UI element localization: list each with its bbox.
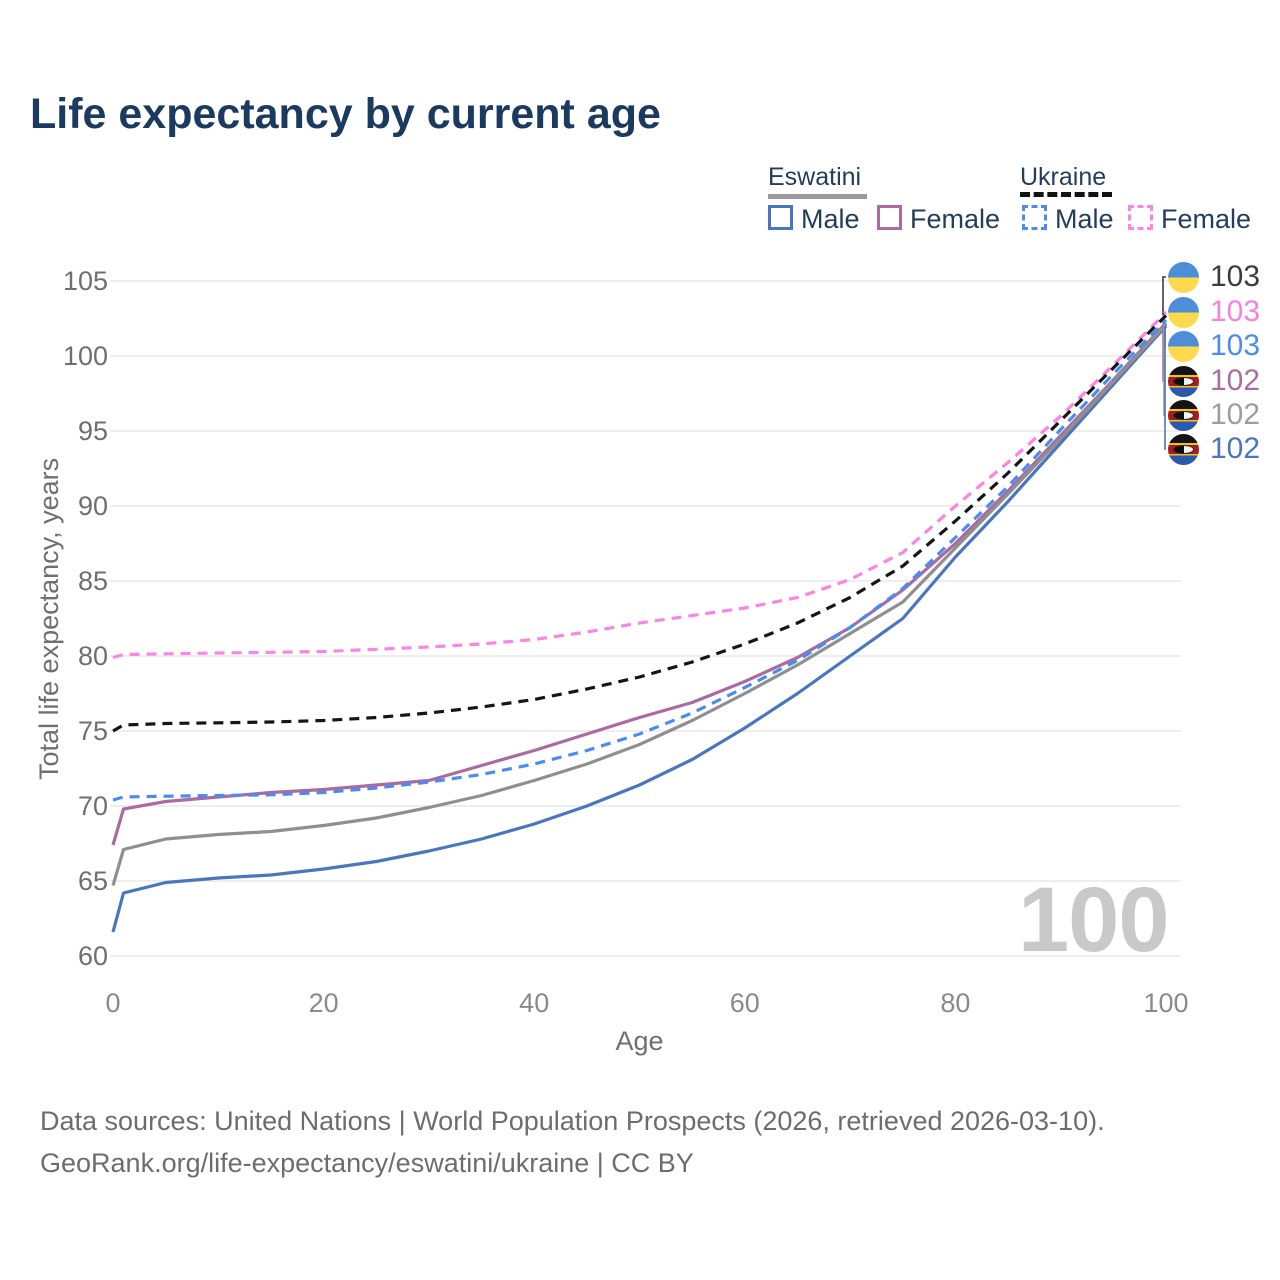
legend-swatch-eswatini-male[interactable] — [768, 205, 793, 230]
end-value: 102 — [1210, 432, 1261, 465]
svg-text:0: 0 — [105, 988, 120, 1018]
eswatini-flag-icon — [1168, 399, 1199, 431]
series-line-eswatini-female[interactable] — [111, 321, 1168, 846]
attribution-line[interactable]: GeoRank.org/life-expectancy/eswatini/ukr… — [40, 1148, 694, 1178]
legend-label-eswatini-male[interactable]: Male — [801, 204, 860, 234]
ukraine-line-swatch — [1020, 192, 1112, 197]
legend-label-ukraine-female[interactable]: Female — [1161, 204, 1252, 234]
svg-text:60: 60 — [730, 988, 760, 1018]
series-line-eswatini-male[interactable] — [111, 324, 1168, 933]
svg-text:95: 95 — [78, 416, 108, 446]
legend-group-ukraine[interactable]: Ukraine — [1020, 163, 1107, 191]
label-connector-lines — [1162, 276, 1166, 450]
ukraine-flag-icon — [1168, 296, 1199, 328]
end-label-ukraine-both[interactable]: 103 — [1168, 261, 1260, 293]
svg-text:100: 100 — [63, 341, 108, 371]
eswatini-line-swatch — [768, 194, 867, 199]
svg-text:40: 40 — [519, 988, 549, 1018]
svg-text:60: 60 — [78, 941, 108, 971]
end-value: 102 — [1210, 364, 1261, 397]
svg-text:90: 90 — [78, 491, 108, 521]
end-value: 103 — [1210, 295, 1261, 328]
svg-text:80: 80 — [78, 641, 108, 671]
series-line-ukraine-both[interactable] — [112, 314, 1168, 733]
y-axis-title: Total life expectancy, years — [34, 457, 64, 780]
eswatini-flag-icon — [1168, 365, 1199, 397]
legend-group-eswatini[interactable]: Eswatini — [768, 163, 862, 191]
legend-label-ukraine-male[interactable]: Male — [1055, 204, 1114, 234]
end-value: 103 — [1210, 329, 1261, 362]
legend-swatch-ukraine-male[interactable] — [1022, 205, 1047, 230]
end-label-eswatini-female[interactable]: 102 — [1168, 365, 1260, 397]
ukraine-flag-icon — [1168, 330, 1199, 362]
legend-swatch-eswatini-female[interactable] — [877, 205, 902, 230]
svg-text:20: 20 — [309, 988, 339, 1018]
watermark-age-indicator: 100 — [1018, 869, 1169, 971]
series-lines — [111, 311, 1168, 933]
svg-text:70: 70 — [78, 791, 108, 821]
x-axis-tick-labels: 0 20 40 60 80 100 — [105, 988, 1188, 1018]
svg-text:80: 80 — [940, 988, 970, 1018]
end-label-eswatini-both[interactable]: 102 — [1168, 399, 1260, 431]
page-title: Life expectancy by current age — [30, 90, 661, 138]
end-value: 102 — [1210, 398, 1261, 431]
svg-text:105: 105 — [63, 266, 108, 296]
svg-text:65: 65 — [78, 866, 108, 896]
series-line-eswatini-both[interactable] — [111, 323, 1168, 886]
end-label-ukraine-male[interactable]: 103 — [1168, 330, 1260, 362]
eswatini-flag-icon — [1168, 433, 1199, 465]
end-label-eswatini-male[interactable]: 102 — [1168, 433, 1260, 465]
x-axis-title: Age — [615, 1026, 664, 1056]
data-source-line: Data sources: United Nations | World Pop… — [40, 1106, 1105, 1136]
series-line-ukraine-male[interactable] — [112, 318, 1168, 802]
series-line-ukraine-female[interactable] — [112, 311, 1168, 660]
legend-swatch-ukraine-female[interactable] — [1128, 205, 1153, 230]
legend-label-eswatini-female[interactable]: Female — [910, 204, 1001, 234]
svg-text:75: 75 — [78, 716, 108, 746]
svg-text:85: 85 — [78, 566, 108, 596]
ukraine-flag-icon — [1168, 261, 1199, 293]
end-value: 103 — [1210, 260, 1261, 293]
end-label-ukraine-female[interactable]: 103 — [1168, 296, 1260, 328]
svg-text:100: 100 — [1143, 988, 1188, 1018]
y-axis-tick-labels: 60 65 70 75 80 85 90 95 100 105 — [63, 266, 108, 971]
gridlines — [110, 280, 1181, 957]
